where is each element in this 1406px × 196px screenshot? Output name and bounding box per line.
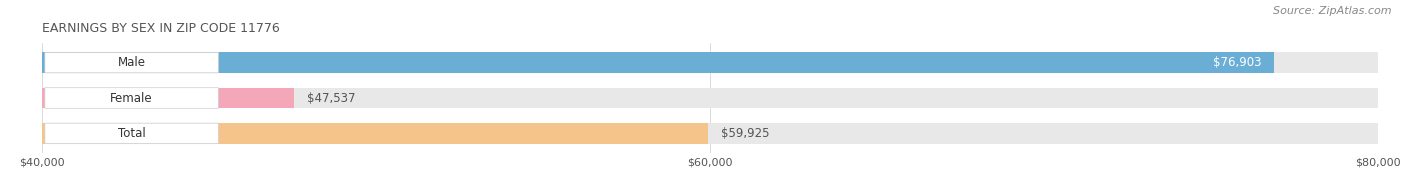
FancyBboxPatch shape — [45, 88, 218, 108]
Bar — [42, 88, 1378, 108]
Bar — [42, 52, 1378, 73]
Text: Total: Total — [118, 127, 146, 140]
Text: $59,925: $59,925 — [721, 127, 769, 140]
Text: Female: Female — [110, 92, 153, 104]
Bar — [42, 123, 1378, 144]
Bar — [42, 52, 1274, 73]
Text: Source: ZipAtlas.com: Source: ZipAtlas.com — [1274, 6, 1392, 16]
Text: Male: Male — [118, 56, 146, 69]
FancyBboxPatch shape — [45, 52, 218, 73]
Text: $76,903: $76,903 — [1212, 56, 1261, 69]
Bar — [42, 88, 294, 108]
Bar — [42, 123, 707, 144]
FancyBboxPatch shape — [45, 123, 218, 144]
Text: EARNINGS BY SEX IN ZIP CODE 11776: EARNINGS BY SEX IN ZIP CODE 11776 — [42, 22, 280, 35]
Text: $47,537: $47,537 — [308, 92, 356, 104]
